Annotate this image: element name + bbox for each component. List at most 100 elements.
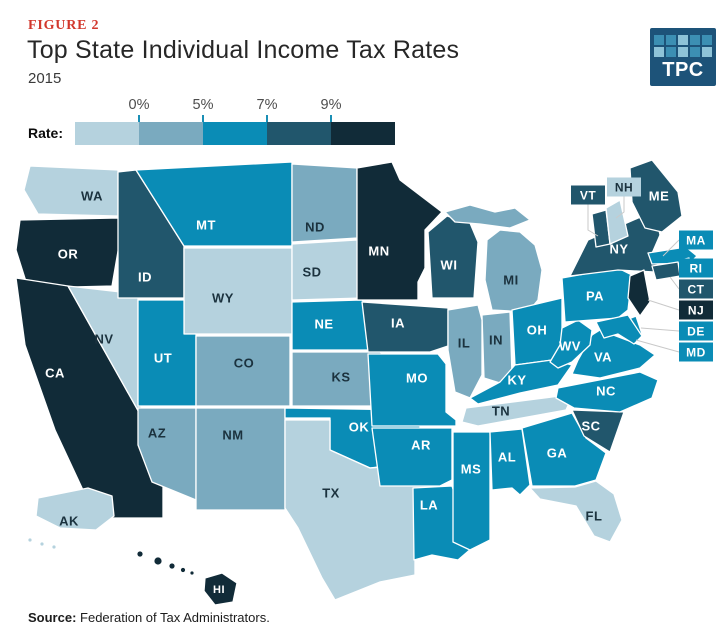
logo-mosaic-icon xyxy=(654,35,712,57)
state-label-NE: NE xyxy=(314,317,333,332)
logo-square xyxy=(666,47,676,57)
state-AR xyxy=(371,427,453,487)
legend-rate-label: Rate: xyxy=(28,125,64,141)
state-KY xyxy=(469,359,573,405)
state-label-NY: NY xyxy=(609,242,628,257)
callout-line-VT xyxy=(587,204,599,237)
logo-square xyxy=(690,47,700,57)
state-MI xyxy=(444,204,531,229)
legend-swatch xyxy=(331,122,395,145)
state-label-LA: LA xyxy=(420,498,438,513)
state-AK-island xyxy=(39,541,45,547)
state-label-NC: NC xyxy=(596,384,616,399)
state-FL xyxy=(529,480,623,543)
state-label-ND: ND xyxy=(305,220,325,235)
source-label: Source: xyxy=(28,610,77,625)
state-GA xyxy=(521,412,607,487)
state-NJ xyxy=(627,269,651,317)
state-box-MA xyxy=(679,230,713,250)
state-label-AZ: AZ xyxy=(148,426,166,441)
state-MS xyxy=(452,431,491,551)
state-label-OK: OK xyxy=(349,420,370,435)
callout-line-NJ xyxy=(647,299,680,311)
state-label-IN: IN xyxy=(489,333,503,348)
legend-tick xyxy=(266,115,268,122)
state-label-CA: CA xyxy=(45,366,65,381)
state-HI-island xyxy=(189,570,195,576)
callout-line-DE xyxy=(640,327,680,332)
state-AK xyxy=(35,487,115,531)
state-label-MT: MT xyxy=(196,218,216,233)
state-label-FL: FL xyxy=(586,509,603,524)
state-label-WY: WY xyxy=(212,291,234,306)
logo-square xyxy=(690,35,700,45)
state-label-NV: NV xyxy=(94,332,113,347)
callout-line-MA xyxy=(662,239,680,257)
state-box-label-RI: RI xyxy=(690,262,703,276)
state-MI xyxy=(484,229,543,313)
map-container: WA OR CA NV ID MT WY UT AZ CO NM ND SD NE KS OK TX MN IA MO… xyxy=(0,150,726,620)
state-MO xyxy=(367,353,457,427)
state-label-KY: KY xyxy=(507,373,526,388)
legend-color-scale xyxy=(75,122,395,145)
state-label-TN: TN xyxy=(492,404,510,419)
legend-swatch xyxy=(203,122,267,145)
source-text: Federation of Tax Administrators. xyxy=(76,610,270,625)
legend-swatch xyxy=(139,122,203,145)
state-label-UT: UT xyxy=(154,351,172,366)
state-label-ME: ME xyxy=(649,189,670,204)
state-label-HI: HI xyxy=(213,584,225,596)
state-HI-island xyxy=(168,562,176,570)
state-label-AR: AR xyxy=(411,438,431,453)
state-box-DE xyxy=(679,321,713,341)
state-box-label-CT: CT xyxy=(688,283,705,297)
state-WI xyxy=(427,215,479,299)
callout-line-MD xyxy=(635,339,680,353)
state-label-ID: ID xyxy=(138,270,152,285)
state-label-TX: TX xyxy=(322,486,340,501)
state-NH xyxy=(605,199,629,245)
state-box-label-MD: MD xyxy=(686,346,706,360)
callout-line-NH xyxy=(615,196,625,219)
state-box-VT xyxy=(571,185,605,205)
state-UT xyxy=(137,299,197,407)
state-CT xyxy=(651,261,681,281)
state-label-MI: MI xyxy=(503,273,518,288)
state-box-NJ xyxy=(679,300,713,320)
state-box-CT xyxy=(679,279,713,299)
state-box-label-VT: VT xyxy=(580,189,597,203)
logo-square xyxy=(702,35,712,45)
state-box-MD xyxy=(679,342,713,362)
legend-swatch xyxy=(75,122,139,145)
state-label-OR: OR xyxy=(58,247,79,262)
state-label-SC: SC xyxy=(581,419,600,434)
state-box-label-NH: NH xyxy=(615,181,633,195)
state-WV xyxy=(549,319,593,369)
legend-tick xyxy=(202,115,204,122)
logo-square xyxy=(654,35,664,45)
state-box-label-MA: MA xyxy=(686,234,706,248)
state-label-WA: WA xyxy=(81,189,103,204)
state-CO xyxy=(195,335,291,407)
state-label-MS: MS xyxy=(461,462,482,477)
state-label-AL: AL xyxy=(498,450,516,465)
state-MD xyxy=(595,314,643,345)
state-ME xyxy=(629,159,683,233)
state-label-NM: NM xyxy=(222,428,243,443)
logo-text: TPC xyxy=(662,59,704,81)
state-label-SD: SD xyxy=(302,265,321,280)
legend-tick-label: 9% xyxy=(320,97,342,113)
state-WA xyxy=(23,165,119,217)
state-label-GA: GA xyxy=(547,446,568,461)
state-WY xyxy=(183,247,293,335)
logo-square xyxy=(702,47,712,57)
state-VA xyxy=(571,329,656,379)
tpc-logo: TPC xyxy=(650,28,716,86)
state-label-IA: IA xyxy=(391,316,405,331)
state-box-label-NJ: NJ xyxy=(688,304,704,318)
state-NC xyxy=(555,371,659,413)
state-label-KS: KS xyxy=(331,370,350,385)
state-HI-island xyxy=(153,556,163,566)
state-label-VA: VA xyxy=(594,350,612,365)
state-HI xyxy=(203,572,238,606)
